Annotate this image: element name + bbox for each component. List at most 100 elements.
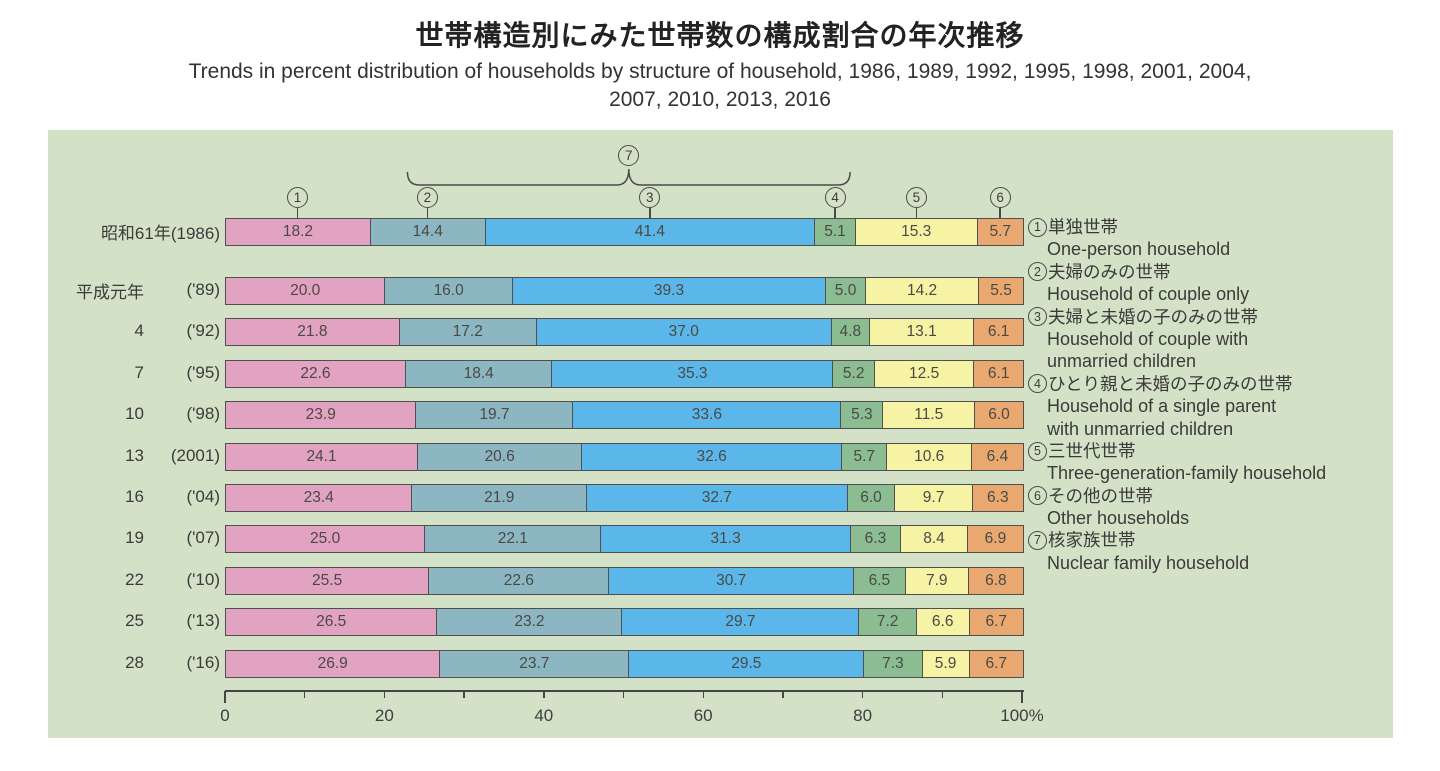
segment-value: 30.7 [716, 571, 747, 589]
bar-segment: 14.2 [865, 278, 980, 304]
year-label: ('92) [186, 321, 220, 341]
segment-value: 6.1 [987, 364, 1010, 382]
page-title: 世帯構造別にみた世帯数の構成割合の年次推移 [415, 20, 1025, 51]
legend-label-en: One-person household [1047, 239, 1231, 260]
year-label: ('95) [186, 362, 220, 382]
x-axis-tick-label: 100% [1000, 706, 1044, 725]
segment-value: 14.4 [412, 223, 443, 240]
legend-number-icon: 4 [1028, 374, 1047, 394]
segment-value: 9.7 [922, 489, 945, 506]
row-label: 22 ('10) [54, 567, 220, 593]
legend-label-en: Other households [1047, 508, 1190, 529]
segment-value: 6.0 [988, 406, 1010, 424]
legend-label-ja: 三世代世帯 [1048, 440, 1136, 461]
x-axis-tick [702, 691, 704, 698]
bar-segment: 10.6 [887, 443, 972, 470]
era-label: 13 [125, 445, 144, 465]
segment-value: 6.6 [931, 613, 954, 631]
bar-segment: 32.6 [582, 443, 843, 470]
marker-connector [999, 208, 1001, 218]
bar-segment: 6.7 [969, 650, 1023, 677]
segment-value: 5.7 [853, 447, 876, 465]
legend-label-ja: その他の世帯 [1048, 485, 1153, 506]
segment-value: 6.0 [860, 489, 882, 506]
segment-value: 37.0 [668, 323, 699, 341]
legend-label-en: Household of couple only [1047, 284, 1250, 305]
legend-label-en: Three-generation-family household [1047, 463, 1327, 484]
x-axis-tick-label: 20 [374, 706, 394, 725]
era-label: 10 [125, 404, 144, 424]
year-label: ('04) [186, 487, 220, 506]
x-axis-tick [861, 691, 864, 698]
x-axis-tick [303, 691, 306, 698]
bar-segment: 22.1 [425, 526, 602, 553]
bar-segment: 7.9 [905, 567, 969, 594]
segment-value: 23.4 [303, 489, 334, 506]
bar-segment: 6.0 [975, 402, 1023, 429]
segment-value: 7.3 [882, 654, 904, 672]
segment-value: 16.0 [433, 282, 464, 299]
bar-segment: 6.1 [974, 360, 1023, 387]
segment-value: 10.6 [914, 447, 945, 465]
bar-segment: 21.8 [226, 319, 400, 346]
segment-value: 5.5 [990, 282, 1012, 299]
era-label: 7 [134, 362, 144, 382]
bar-segment: 35.3 [552, 360, 834, 387]
segment-value: 24.1 [306, 447, 337, 465]
x-axis-tick [543, 691, 545, 698]
stacked-bar: 23.9 19.7 33.6 5.3 11.5 6.0 [225, 401, 1024, 430]
stacked-bar: 25.0 22.1 31.3 6.3 8.4 6.9 [225, 525, 1024, 554]
segment-value: 21.8 [297, 323, 328, 341]
row-label: 4 ('92) [54, 318, 220, 344]
segment-marker-seven: 7 [618, 145, 640, 166]
legend-number-icon: 7 [1028, 531, 1047, 551]
segment-value: 41.4 [634, 223, 665, 240]
legend-number-icon: 1 [1028, 217, 1047, 237]
segment-value: 25.5 [312, 571, 343, 589]
marker-connector [915, 208, 918, 218]
year-label: ('98) [186, 404, 220, 424]
row-label: 7 ('95) [54, 360, 220, 386]
segment-value: 6.3 [987, 489, 1009, 506]
bar-segment: 29.5 [629, 650, 865, 677]
legend-item: 3 夫婦と未婚の子のみの世帯 [1028, 306, 1393, 328]
bar-segment: 6.5 [854, 567, 906, 594]
bar-segment: 24.1 [226, 443, 419, 470]
bar-segment: 6.1 [974, 319, 1023, 346]
bar-segment: 29.7 [622, 609, 860, 636]
segment-value: 5.1 [824, 223, 846, 240]
year-label: ('10) [186, 569, 220, 589]
segment-value: 5.9 [934, 654, 957, 672]
segment-value: 17.2 [452, 323, 483, 341]
segment-value: 25.0 [310, 530, 341, 548]
segment-value: 26.5 [316, 613, 347, 631]
x-axis-tick [941, 691, 943, 698]
bar-segment: 21.9 [412, 485, 588, 511]
segment-value: 5.0 [834, 282, 857, 299]
legend-label-ja: ひとり親と未婚の子のみの世帯 [1048, 373, 1293, 394]
page-subtitle: Trends in percent distribution of househ… [0, 58, 1440, 114]
bar-segment: 12.5 [874, 360, 975, 387]
bar-segment: 5.1 [815, 219, 856, 245]
stacked-bar: 20.0 16.0 39.3 5.0 14.2 5.5 [225, 277, 1024, 305]
segment-marker: 4 [824, 187, 846, 208]
legend-item: 2 夫婦のみの世帯 [1028, 261, 1393, 283]
segment-value: 6.5 [868, 571, 891, 589]
segment-value: 26.9 [317, 654, 348, 672]
segment-value: 8.4 [923, 530, 945, 548]
bar-segment: 5.0 [826, 278, 866, 304]
bar-segment: 13.1 [869, 319, 975, 346]
x-axis-tick-label: 40 [534, 706, 554, 725]
segment-value: 29.5 [731, 654, 762, 672]
segment-value: 6.8 [985, 571, 1007, 589]
segment-marker: 1 [287, 187, 308, 208]
bar-segment: 23.4 [226, 485, 413, 511]
segment-value: 11.5 [914, 406, 944, 424]
legend-label-en: Nuclear family household [1047, 552, 1250, 573]
bar-segment: 22.6 [429, 567, 610, 594]
bar-segment: 5.9 [922, 650, 970, 677]
segment-value: 5.3 [851, 406, 873, 424]
nuclear-family-brace [406, 168, 851, 186]
segment-value: 35.3 [677, 364, 708, 382]
